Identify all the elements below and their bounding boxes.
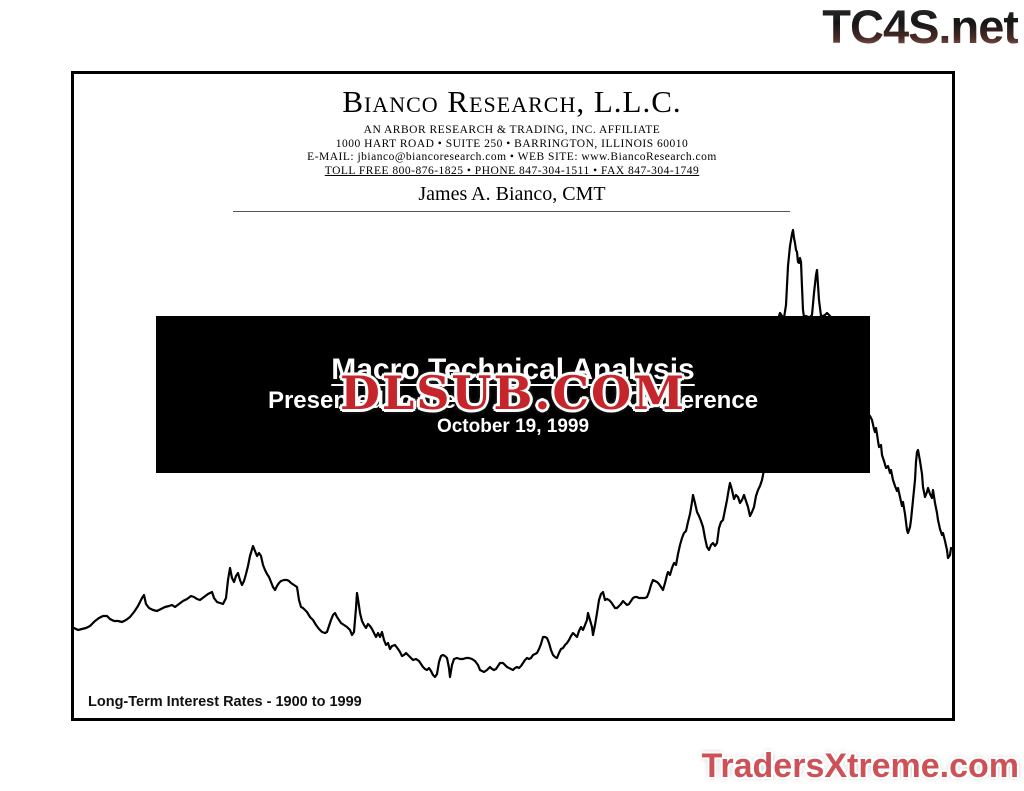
dlsub-watermark: DLSUB.COM (339, 366, 687, 420)
chart-frame (71, 71, 955, 721)
presentation-title: Macro Technical Analysis (331, 353, 695, 386)
interest-rate-line (72, 228, 953, 679)
email-web-line: E-MAIL: jbianco@biancoresearch.com • WEB… (307, 151, 717, 163)
phone-line: TOLL FREE 800-876-1825 • PHONE 847-304-1… (324, 164, 700, 177)
letterhead: Bianco Research, L.L.C. AN ARBOR RESEARC… (0, 84, 1024, 206)
presentation-date: October 19, 1999 (436, 416, 590, 437)
subtitle-left-fragment: Presented to the (267, 387, 456, 414)
subtitle-right-fragment: Conference (626, 387, 759, 414)
address-line: 1000 HART ROAD • SUITE 250 • BARRINGTON,… (335, 137, 689, 150)
header-divider (233, 211, 790, 212)
company-name: Bianco Research, L.L.C. (342, 84, 682, 119)
tradersxtreme-watermark: TradersXtreme.com (701, 747, 1020, 785)
affiliate-line: AN ARBOR RESEARCH & TRADING, INC. AFFILI… (363, 124, 661, 136)
title-banner: Macro Technical Analysis Presented to th… (156, 316, 870, 473)
author-name: James A. Bianco, CMT (418, 183, 606, 205)
presentation-subtitle: Presented to the Conference (156, 386, 870, 415)
chart-title-label: Long-Term Interest Rates - 1900 to 1999 (88, 694, 362, 710)
tc4s-watermark: TC4S.net (822, 0, 1019, 53)
